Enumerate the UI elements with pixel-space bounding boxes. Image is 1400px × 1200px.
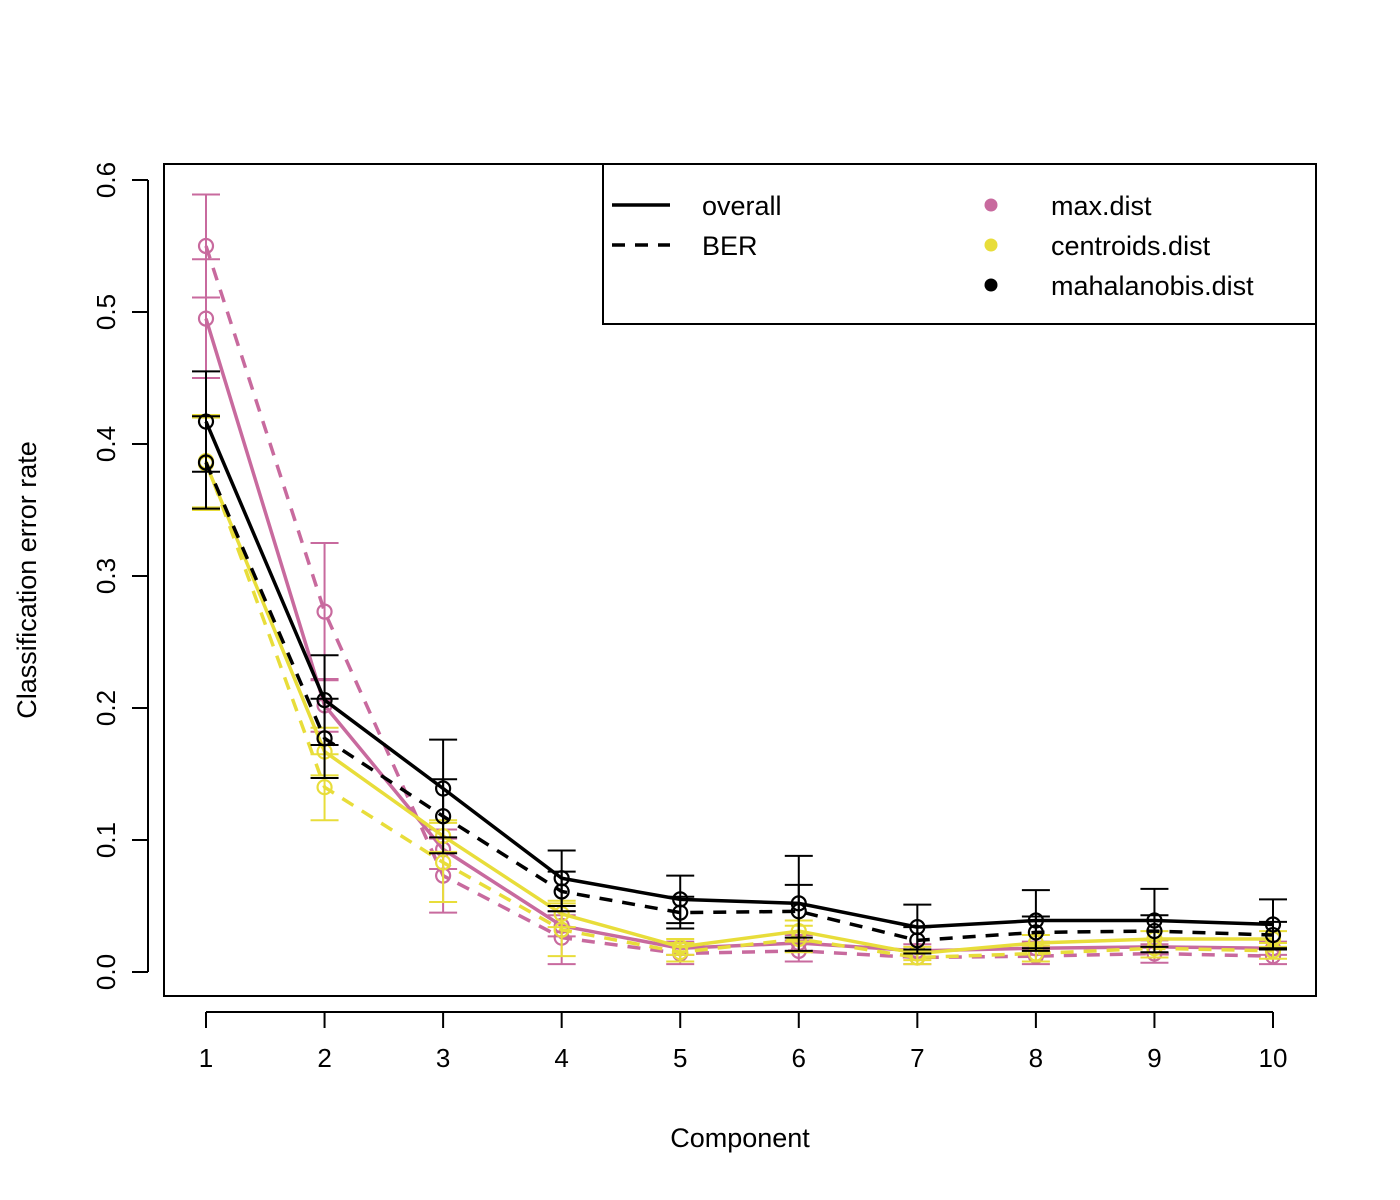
- y-tick-label-0.6: 0.6: [91, 162, 121, 198]
- x-tick-label-4: 4: [554, 1043, 568, 1073]
- x-tick-label-1: 1: [199, 1043, 213, 1073]
- y-tick-label-0.0: 0.0: [91, 954, 121, 990]
- error-bar-mahalanobis-dist-ber-7: [903, 926, 932, 955]
- data-point-centroids-dist-ber-2: [316, 779, 333, 796]
- data-point-centroids-dist-ber-3: [435, 854, 452, 871]
- y-tick-label-0.1: 0.1: [91, 822, 121, 858]
- y-tick-label-0.3: 0.3: [91, 558, 121, 594]
- error-bar-mahalanobis-dist-ber-5: [666, 895, 695, 930]
- data-point-max-dist-ber-1: [197, 237, 215, 255]
- x-tick-label-8: 8: [1029, 1043, 1043, 1073]
- series-line-centroids-dist-ber: [204, 460, 1274, 960]
- legend-label-centroids-dist: centroids.dist: [1051, 231, 1211, 261]
- x-tick-label-10: 10: [1259, 1043, 1288, 1073]
- error-bar-mahalanobis-dist-ber-8: [1021, 915, 1050, 950]
- y-axis-title: Classification error rate: [12, 441, 42, 719]
- data-point-mahalanobis-dist-ber-8: [1027, 924, 1044, 941]
- series-line-centroids-dist-overall: [204, 463, 1273, 956]
- data-point-centroids-dist-ber-5: [672, 944, 689, 961]
- legend-label-max-dist: max.dist: [1051, 191, 1152, 221]
- legend-dot-centroids-dist: [984, 238, 998, 252]
- x-axis-title: Component: [670, 1123, 810, 1153]
- error-bar-mahalanobis-dist-ber-3: [429, 778, 458, 855]
- x-tick-label-3: 3: [436, 1043, 450, 1073]
- data-point-mahalanobis-dist-ber-10: [1264, 926, 1282, 944]
- axis-layer: 1 2 3 4 5 6 7 8 9 10 0.0 0.1 0.2 0.3 0.4 0.5 0.6: [91, 162, 1287, 1073]
- data-point-mahalanobis-dist-ber-2: [316, 730, 333, 747]
- x-tick-label-6: 6: [792, 1043, 806, 1073]
- legend-dot-max-dist: [984, 198, 998, 212]
- error-bar-mahalanobis-dist-ber-9: [1140, 914, 1169, 948]
- error-bar-mahalanobis-dist-ber-6: [784, 883, 813, 939]
- x-tick-label-5: 5: [673, 1043, 687, 1073]
- data-point-mahalanobis-dist-ber-5: [672, 904, 689, 921]
- legend-label-ber: BER: [702, 231, 758, 261]
- data-point-mahalanobis-dist-ber-6: [790, 903, 807, 920]
- legend-label-mahalanobis-dist: mahalanobis.dist: [1051, 271, 1254, 301]
- legend-box: [602, 163, 1317, 325]
- legend: overall BER max.dist centroids.dist maha…: [602, 163, 1317, 325]
- x-tick-label-2: 2: [317, 1043, 331, 1073]
- legend-dot-mahalanobis-dist: [984, 278, 998, 292]
- x-tick-label-9: 9: [1147, 1043, 1161, 1073]
- error-bar-mahalanobis-dist-ber-2: [310, 697, 339, 779]
- data-point-centroids-dist-ber-4: [553, 921, 570, 938]
- error-bar-mahalanobis-dist-ber-10: [1259, 920, 1287, 950]
- y-tick-label-0.5: 0.5: [91, 294, 121, 330]
- error-bar-mahalanobis-dist-ber-4: [547, 870, 576, 913]
- y-tick-label-0.2: 0.2: [91, 690, 121, 726]
- series-mahalanobis-dist-ber: [192, 415, 1287, 955]
- data-point-max-dist-overall-1: [197, 310, 215, 327]
- data-layer: [192, 193, 1287, 966]
- error-bar-mahalanobis-dist-ber-1: [192, 415, 220, 510]
- data-point-mahalanobis-dist-ber-1: [197, 454, 215, 471]
- error-bar-max-dist-ber-1: [192, 193, 220, 299]
- legend-label-overall: overall: [702, 191, 782, 221]
- data-point-mahalanobis-dist-ber-3: [435, 808, 452, 825]
- data-point-mahalanobis-dist-ber-4: [553, 883, 570, 900]
- x-tick-label-7: 7: [910, 1043, 924, 1073]
- series-line-mahalanobis-dist-ber: [204, 461, 1274, 943]
- y-tick-label-0.4: 0.4: [91, 426, 121, 462]
- data-point-mahalanobis-dist-ber-7: [909, 932, 926, 949]
- data-point-mahalanobis-dist-ber-9: [1146, 922, 1163, 940]
- data-point-max-dist-ber-2: [316, 603, 333, 620]
- series-line-mahalanobis-dist-overall: [204, 420, 1274, 929]
